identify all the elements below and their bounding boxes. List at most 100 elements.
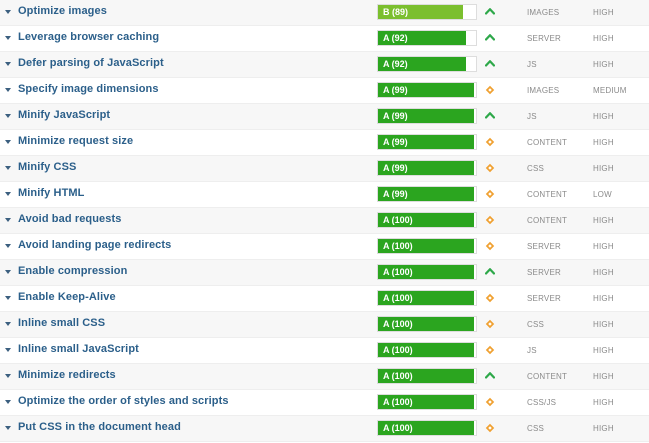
rule-priority: HIGH [593,60,614,69]
grade-bar-fill [378,343,475,357]
diamond-icon [485,241,495,251]
rule-type: JS [527,60,537,69]
expand-caret-icon[interactable] [5,296,11,300]
expand-caret-icon[interactable] [5,166,11,170]
rule-name[interactable]: Enable Keep-Alive [18,291,116,303]
expand-caret-icon[interactable] [5,140,11,144]
diamond-icon [485,215,495,225]
recommendation-row[interactable]: Enable compression A (100) SERVER HIGH [0,260,649,286]
expand-caret-icon[interactable] [5,36,11,40]
rule-type: CSS/JS [527,398,557,407]
recommendation-row[interactable]: Minimize redirects A (100) CONTENT HIGH [0,364,649,390]
expand-caret-icon[interactable] [5,374,11,378]
recommendation-row[interactable]: Optimize the order of styles and scripts… [0,390,649,416]
grade-bar-fill [378,83,475,97]
rule-name[interactable]: Defer parsing of JavaScript [18,57,164,69]
grade-bar-fill [378,135,475,149]
grade-label: A (100) [383,423,413,433]
chevron-up-icon [485,111,495,121]
rule-name[interactable]: Optimize the order of styles and scripts [18,395,229,407]
rule-priority: HIGH [593,112,614,121]
grade-bar: A (99) [377,108,477,124]
rule-priority: HIGH [593,138,614,147]
rule-name[interactable]: Minify HTML [18,187,85,199]
rule-priority: HIGH [593,8,614,17]
rule-type: CSS [527,164,545,173]
expand-caret-icon[interactable] [5,348,11,352]
grade-bar-fill [378,395,475,409]
recommendation-row[interactable]: Minify CSS A (99) CSS HIGH [0,156,649,182]
grade-label: A (92) [383,33,408,43]
expand-caret-icon[interactable] [5,270,11,274]
rule-type: SERVER [527,242,561,251]
recommendation-row[interactable]: Specify image dimensions A (99) IMAGES MEDI… [0,78,649,104]
recommendation-row[interactable]: Inline small CSS A (100) CSS HIGH [0,312,649,338]
diamond-icon [485,163,495,173]
rule-name[interactable]: Leverage browser caching [18,31,160,43]
grade-bar-fill [378,239,475,253]
rule-priority: HIGH [593,268,614,277]
expand-caret-icon[interactable] [5,88,11,92]
expand-caret-icon[interactable] [5,62,11,66]
rule-name[interactable]: Avoid bad requests [18,213,122,225]
rule-priority: HIGH [593,294,614,303]
expand-caret-icon[interactable] [5,218,11,222]
rule-name[interactable]: Minimize request size [18,135,134,147]
rule-priority: HIGH [593,346,614,355]
rule-type: SERVER [527,294,561,303]
recommendation-row[interactable]: Put CSS in the document head A (100) CSS HI… [0,416,649,442]
expand-caret-icon[interactable] [5,10,11,14]
chevron-up-icon [485,59,495,69]
grade-label: A (92) [383,59,408,69]
rule-priority: HIGH [593,242,614,251]
rule-name[interactable]: Minimize redirects [18,369,116,381]
rule-priority: HIGH [593,398,614,407]
recommendation-row[interactable]: Minify HTML A (99) CONTENT LOW [0,182,649,208]
rule-priority: HIGH [593,424,614,433]
rule-priority: HIGH [593,34,614,43]
grade-bar: A (100) [377,264,477,280]
grade-bar: A (100) [377,394,477,410]
grade-bar-fill [378,369,475,383]
expand-caret-icon[interactable] [5,322,11,326]
expand-caret-icon[interactable] [5,400,11,404]
expand-caret-icon[interactable] [5,114,11,118]
grade-label: A (99) [383,85,408,95]
recommendation-row[interactable]: Inline small JavaScript A (100) JS HIGH [0,338,649,364]
recommendation-row[interactable]: Enable Keep-Alive A (100) SERVER HIGH [0,286,649,312]
recommendation-row[interactable]: Optimize images B (89) IMAGES HIGH [0,0,649,26]
expand-caret-icon[interactable] [5,244,11,248]
recommendation-row[interactable]: Defer parsing of JavaScript A (92) JS HIGH [0,52,649,78]
rule-priority: HIGH [593,164,614,173]
expand-caret-icon[interactable] [5,426,11,430]
recommendation-row[interactable]: Minimize request size A (99) CONTENT HIGH [0,130,649,156]
expand-caret-icon[interactable] [5,192,11,196]
rule-name[interactable]: Inline small CSS [18,317,106,329]
grade-bar-fill [378,31,467,45]
rule-name[interactable]: Avoid landing page redirects [18,239,172,251]
rule-type: IMAGES [527,86,560,95]
grade-bar-fill [378,213,475,227]
rule-name[interactable]: Put CSS in the document head [18,421,181,433]
recommendation-row[interactable]: Avoid landing page redirects A (100) SERVE… [0,234,649,260]
recommendation-row[interactable]: Minify JavaScript A (99) JS HIGH [0,104,649,130]
rule-name[interactable]: Minify JavaScript [18,109,111,121]
rule-type: SERVER [527,268,561,277]
recommendation-row[interactable]: Avoid bad requests A (100) CONTENT HIGH [0,208,649,234]
grade-label: A (99) [383,163,408,173]
rule-name[interactable]: Inline small JavaScript [18,343,139,355]
recommendation-row[interactable]: Leverage browser caching A (92) SERVER HIGH [0,26,649,52]
rule-type: CONTENT [527,216,568,225]
rule-name[interactable]: Specify image dimensions [18,83,159,95]
rule-priority: HIGH [593,320,614,329]
rule-type: IMAGES [527,8,560,17]
grade-label: A (99) [383,137,408,147]
grade-bar-fill [378,265,475,279]
rule-name[interactable]: Enable compression [18,265,128,277]
rule-name[interactable]: Optimize images [18,5,107,17]
rule-name[interactable]: Minify CSS [18,161,77,173]
grade-bar-fill [378,291,475,305]
diamond-icon [485,319,495,329]
rule-type: SERVER [527,34,561,43]
